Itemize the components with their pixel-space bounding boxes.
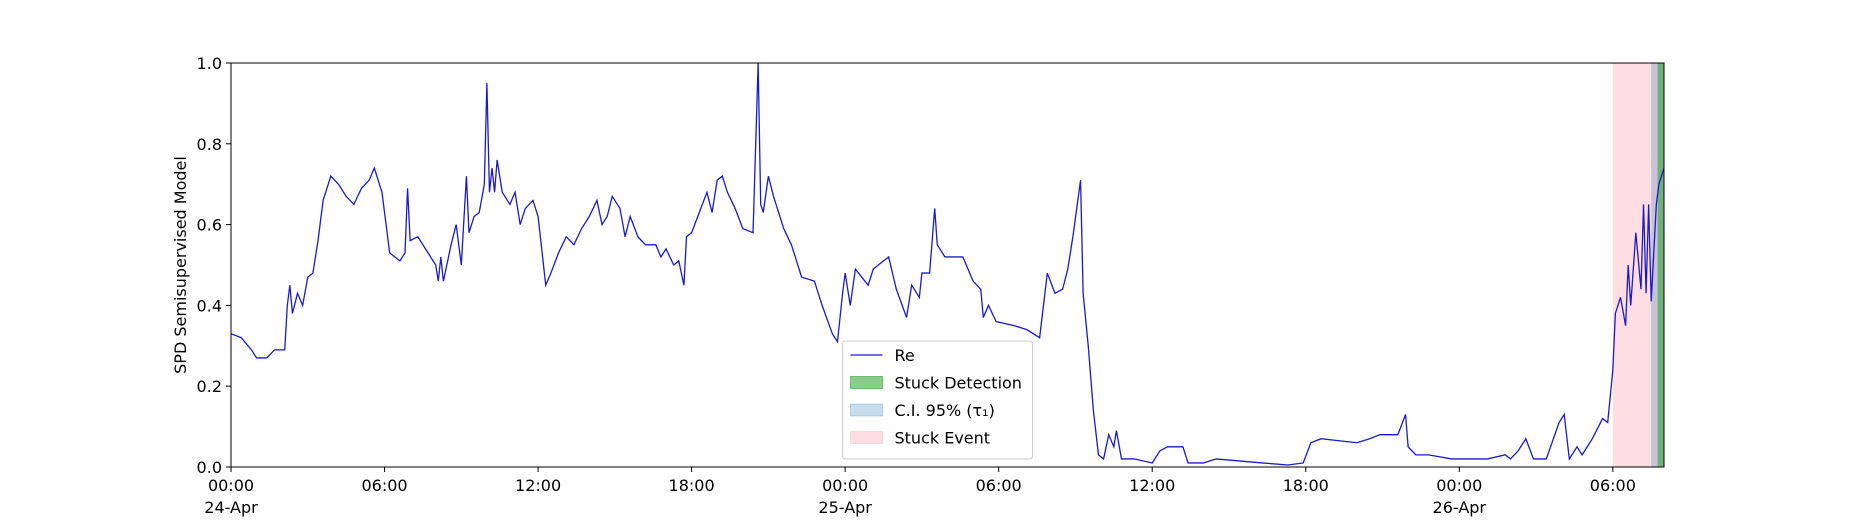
legend-label: Stuck Detection [895, 374, 1022, 393]
y-tick-label: 0.0 [197, 458, 222, 477]
legend: Re Stuck Detection C.I. 95% (τ₁) Stuck Even… [842, 340, 1033, 460]
span [1657, 63, 1664, 467]
legend-frame [842, 340, 1033, 460]
y-tick-label: 0.6 [197, 216, 222, 235]
legend-label: Stuck Event [895, 429, 991, 448]
x-tick-label: 18:00 [669, 476, 715, 495]
legend-patch [850, 376, 883, 389]
x-tick-date: 24-Apr [204, 498, 258, 517]
legend-patch [850, 403, 883, 417]
x-tick-date: 25-Apr [818, 498, 872, 517]
y-tick-label: 1.0 [197, 54, 222, 73]
x-tick-label: 06:00 [361, 476, 407, 495]
legend-label: Re [895, 346, 915, 365]
y-tick-label: 0.2 [197, 377, 222, 396]
x-tick-label: 06:00 [1590, 476, 1636, 495]
x-tick-label: 12:00 [1129, 476, 1175, 495]
x-tick-label: 06:00 [976, 476, 1022, 495]
x-tick-date: 26-Apr [1433, 498, 1487, 517]
legend-patch [850, 431, 883, 444]
y-tick-label: 0.8 [197, 135, 222, 154]
line [230, 62, 1665, 466]
x-tick-label: 00:00 [208, 476, 254, 495]
x-tick-label: 18:00 [1283, 476, 1329, 495]
y-tick-label: 0.4 [197, 296, 222, 315]
x-tick-label: 00:00 [822, 476, 868, 495]
legend-label: C.I. 95% (τ₁) [895, 401, 995, 420]
x-tick-label: 00:00 [1436, 476, 1482, 495]
y-axis-label: SPD Semisupervised Model [171, 156, 190, 374]
x-tick-label: 12:00 [515, 476, 561, 495]
plot-frame [230, 62, 1665, 468]
